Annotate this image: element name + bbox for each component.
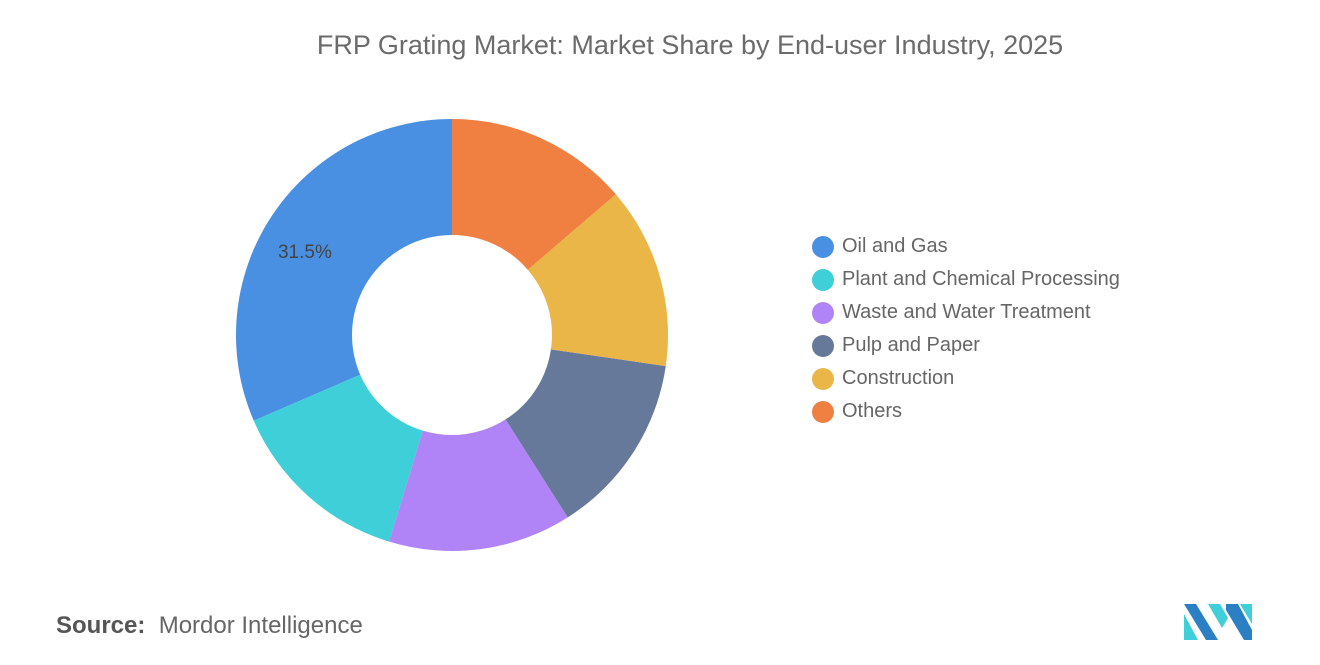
legend-label: Oil and Gas <box>842 235 948 257</box>
legend-dot-icon <box>812 334 834 357</box>
chart-title: FRP Grating Market: Market Share by End-… <box>316 30 1064 60</box>
source-note: Source: Mordor Intelligence <box>56 612 363 640</box>
legend-item: Pulp and Paper <box>812 329 1120 362</box>
legend-item: Oil and Gas <box>812 230 1120 263</box>
slice-plant-and-chemical-processing <box>253 374 423 542</box>
legend-label: Waste and Water Treatment <box>842 301 1091 323</box>
slice-construction <box>527 194 668 367</box>
slice-oil-and-gas <box>236 119 452 421</box>
legend-dot-icon <box>812 301 834 324</box>
slice-others <box>452 119 616 270</box>
legend-label: Plant and Chemical Processing <box>842 268 1120 290</box>
slice-pulp-and-paper <box>505 349 666 518</box>
source-value: Mordor Intelligence <box>158 612 363 639</box>
mordor-logo-icon <box>1184 604 1252 640</box>
legend-dot-icon <box>812 367 834 390</box>
slice-waste-and-water-treatment <box>389 419 568 551</box>
legend-item: Construction <box>812 362 1120 395</box>
source-label: Source: <box>56 612 146 639</box>
legend-item: Others <box>812 395 1120 428</box>
legend-item: Plant and Chemical Processing <box>812 263 1120 296</box>
legend-label: Others <box>842 400 903 422</box>
legend-label: Construction <box>842 367 955 389</box>
legend-dot-icon <box>812 235 834 258</box>
legend: Oil and Gas Plant and Chemical Processing… <box>812 230 1120 428</box>
data-label: 31.5% <box>278 242 332 263</box>
legend-label: Pulp and Paper <box>842 334 980 356</box>
legend-dot-icon <box>812 268 834 291</box>
legend-item: Waste and Water Treatment <box>812 296 1120 329</box>
legend-dot-icon <box>812 400 834 423</box>
